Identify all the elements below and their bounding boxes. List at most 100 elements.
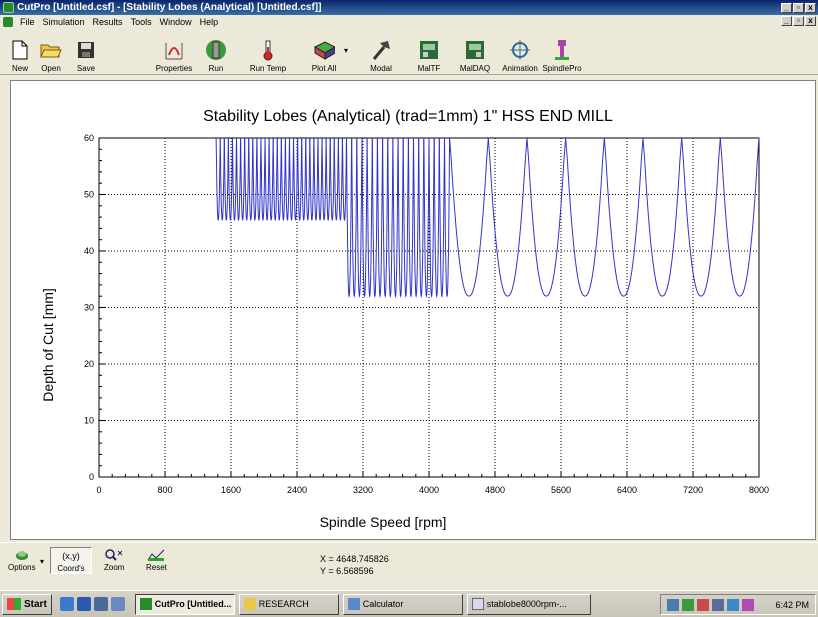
clock: 6:42 PM xyxy=(775,599,809,610)
minimize-button[interactable]: _ xyxy=(781,2,792,13)
x-tick-label: 1600 xyxy=(221,485,241,495)
coordinate-readout: X = 4648.745826 Y = 6.568596 xyxy=(320,553,389,577)
run-temp-button[interactable]: Run Temp xyxy=(246,33,290,73)
save-button[interactable]: Save xyxy=(72,33,100,73)
stability-lobe xyxy=(309,137,315,222)
stability-lobe xyxy=(371,137,378,298)
display-icon[interactable] xyxy=(742,598,754,611)
coords-icon: (x,y) xyxy=(62,551,80,561)
calculator-icon xyxy=(347,598,360,610)
reset-icon xyxy=(146,547,166,563)
stability-lobe xyxy=(256,137,262,222)
plot-all-dropdown[interactable]: ▾ xyxy=(342,33,350,73)
stability-lobe xyxy=(227,137,233,221)
coords-button[interactable]: (x,y) Coord's xyxy=(50,547,92,574)
open-button[interactable]: Open xyxy=(36,33,66,73)
y-axis-label: Depth of Cut [mm] xyxy=(40,288,56,402)
x-tick-label: 4800 xyxy=(485,485,505,495)
stability-lobe xyxy=(325,137,331,222)
maldaq-button[interactable]: MalDAQ xyxy=(458,33,492,73)
spindlepro-button[interactable]: SpindlePro xyxy=(542,33,582,73)
stability-lobe xyxy=(240,137,246,222)
maximize-button[interactable]: ▫ xyxy=(793,2,804,13)
task-cutpro[interactable]: CutPro [Untitled... xyxy=(134,593,235,615)
stability-lobe xyxy=(438,137,445,299)
stability-lobe xyxy=(366,137,373,299)
app-icon xyxy=(3,2,14,13)
task-cutpro-label: CutPro [Untitled... xyxy=(154,599,232,609)
stability-lobe xyxy=(603,137,644,297)
volume-icon[interactable] xyxy=(712,598,724,611)
reset-button[interactable]: Reset xyxy=(146,547,167,572)
options-button[interactable]: Options xyxy=(8,547,36,572)
stability-lobe xyxy=(272,137,278,221)
quick-launch xyxy=(59,597,125,611)
y-tick-label: 40 xyxy=(84,246,94,256)
media-icon[interactable] xyxy=(110,597,125,611)
child-close-button[interactable]: x xyxy=(805,16,816,26)
x-tick-label: 0 xyxy=(96,485,101,495)
child-minimize-button[interactable]: _ xyxy=(781,16,792,26)
stability-lobe xyxy=(444,137,451,298)
stability-lobe xyxy=(223,137,229,222)
network-icon[interactable] xyxy=(667,598,679,611)
bottom-toolbar: Options ▾ (x,y) Coord's Zoom Reset X = 4… xyxy=(0,542,818,582)
run-button[interactable]: Run xyxy=(202,33,230,73)
y-tick-label: 60 xyxy=(84,133,94,143)
options-dropdown-icon[interactable]: ▾ xyxy=(40,557,45,566)
stability-lobe xyxy=(423,137,430,299)
outlook-icon[interactable] xyxy=(93,597,108,611)
chart-title: Stability Lobes (Analytical) (trad=1mm) … xyxy=(203,108,613,125)
x-tick-label: 7200 xyxy=(683,485,703,495)
x-coordinate: X = 4648.745826 xyxy=(320,554,389,564)
stability-lobe-chart-panel[interactable]: Stability Lobes (Analytical) (trad=1mm) … xyxy=(10,80,816,540)
close-button[interactable]: x xyxy=(805,2,816,13)
coords-label: Coord's xyxy=(57,564,85,573)
stability-lobe xyxy=(317,137,323,222)
menu-window[interactable]: Window xyxy=(159,17,192,27)
zoom-button[interactable]: Zoom xyxy=(104,547,124,572)
menu-bar: File Simulation Results Tools Window Hel… xyxy=(0,15,818,29)
new-button[interactable]: New xyxy=(6,33,34,73)
tick-layer: 0 800 1600 2400 3200 4000 4800 5600 6400 7200 8000… xyxy=(84,133,769,495)
task-calculator[interactable]: Calculator xyxy=(342,593,463,615)
stability-lobe xyxy=(487,137,528,297)
task-research[interactable]: RESEARCH xyxy=(238,593,339,615)
maltf-button[interactable]: MalTF xyxy=(414,33,444,73)
menu-tools[interactable]: Tools xyxy=(130,17,152,27)
task-calculator-label: Calculator xyxy=(362,599,404,609)
stability-lobe xyxy=(313,137,319,222)
security-icon[interactable] xyxy=(682,598,694,611)
stability-lobe-chart[interactable]: Stability Lobes (Analytical) (trad=1mm) … xyxy=(11,81,817,541)
modal-button[interactable]: Modal xyxy=(366,33,396,73)
plot-all-button[interactable]: Plot All xyxy=(306,33,342,73)
stability-lobe xyxy=(719,137,760,297)
menu-file[interactable]: File xyxy=(20,17,35,27)
open-folder-icon xyxy=(40,39,62,61)
messenger-icon[interactable] xyxy=(727,598,739,611)
menu-simulation[interactable]: Simulation xyxy=(42,17,85,27)
stability-lobe xyxy=(418,137,425,299)
properties-button[interactable]: Properties xyxy=(152,33,196,73)
x-tick-label: 5600 xyxy=(551,485,571,495)
desktop-icon[interactable] xyxy=(59,597,74,611)
menu-help[interactable]: Help xyxy=(199,17,219,27)
x-tick-label: 2400 xyxy=(287,485,307,495)
run-icon xyxy=(205,39,227,61)
stability-lobe xyxy=(351,137,358,299)
start-button[interactable]: Start xyxy=(2,593,52,615)
antivirus-icon[interactable] xyxy=(697,598,709,611)
window-title: CutPro [Untitled.csf] - [Stability Lobes… xyxy=(17,2,322,13)
stability-lobe xyxy=(642,137,683,297)
task-stablobe[interactable]: stablobe8000rpm-... xyxy=(466,593,591,615)
child-maximize-button[interactable]: ▫ xyxy=(793,16,804,26)
stability-lobe xyxy=(329,137,335,222)
stability-lobe xyxy=(387,137,394,299)
menu-results[interactable]: Results xyxy=(92,17,123,27)
stability-lobe xyxy=(297,137,303,222)
document-icon[interactable] xyxy=(3,17,13,27)
internet-explorer-icon[interactable] xyxy=(76,597,91,611)
open-label: Open xyxy=(41,64,61,73)
animation-button[interactable]: Animation xyxy=(500,33,540,73)
x-tick-label: 800 xyxy=(157,485,172,495)
